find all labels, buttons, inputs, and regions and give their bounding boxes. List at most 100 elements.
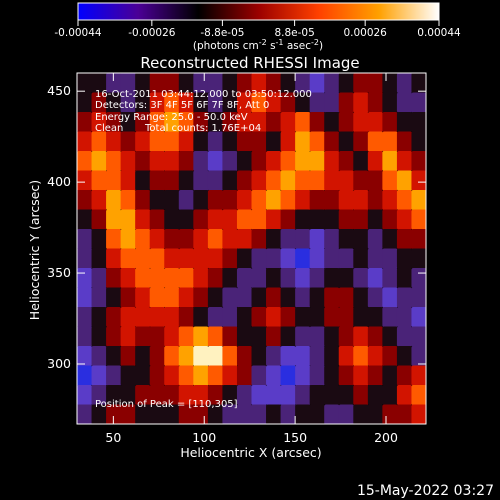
heatmap-cell [251, 92, 267, 113]
heatmap-cell [280, 190, 296, 211]
heatmap-cell [411, 92, 426, 113]
heatmap-cell [222, 131, 238, 152]
heatmap-cell [120, 268, 136, 289]
heatmap-cell [338, 170, 354, 191]
heatmap-cell [120, 92, 136, 113]
heatmap-cell [295, 385, 311, 406]
heatmap-cell [324, 365, 340, 386]
heatmap-cell [367, 209, 383, 230]
heatmap-cell [309, 404, 325, 424]
heatmap-cell [353, 404, 369, 424]
heatmap-cell [382, 112, 398, 133]
heatmap-cell [367, 131, 383, 152]
heatmap-cell [338, 229, 354, 250]
heatmap-cell [149, 209, 165, 230]
heatmap-cell [251, 170, 267, 191]
heatmap-cell [149, 248, 165, 269]
heatmap-cell [353, 248, 369, 269]
heatmap-cell [396, 346, 413, 367]
heatmap-cell [266, 268, 282, 289]
heatmap-cell [295, 190, 311, 211]
heatmap-cell [207, 287, 224, 308]
heatmap-cell [324, 404, 340, 424]
heatmap-cell [193, 92, 209, 113]
heatmap-cell [396, 151, 413, 172]
heatmap-cell [382, 151, 398, 172]
heatmap-cell [280, 151, 296, 172]
heatmap-cell [353, 268, 369, 289]
heatmap-cell [251, 73, 267, 94]
heatmap-cell [396, 92, 413, 113]
heatmap-cell [106, 268, 122, 289]
heatmap-cell [207, 170, 224, 191]
heatmap-cell [236, 385, 253, 406]
heatmap-cell [367, 287, 383, 308]
colorbar-tick-label: 8.8e-05 [274, 27, 314, 39]
heatmap-cell [236, 326, 253, 347]
heatmap-cell [91, 73, 107, 94]
heatmap-cell [120, 229, 136, 250]
heatmap-cell [222, 365, 238, 386]
heatmap-cell [106, 92, 122, 113]
heatmap-cell [353, 131, 369, 152]
heatmap-cell [295, 248, 311, 269]
heatmap-cell [396, 229, 413, 250]
heatmap-cell [236, 307, 253, 328]
heatmap-cell [338, 92, 354, 113]
heatmap-cell [178, 307, 194, 328]
heatmap-cell [135, 190, 151, 211]
heatmap-cell [149, 229, 165, 250]
heatmap-cell [396, 287, 413, 308]
heatmap-cell [135, 73, 151, 94]
x-axis-label: Heliocentric X (arcsec) [180, 445, 321, 460]
heatmap-cell [178, 365, 194, 386]
colorbar-tick-label: -0.00026 [128, 27, 176, 39]
colorbar: -0.00044 -0.00026 -8.8e-05 8.8e-05 0.00026 0.… [54, 2, 461, 52]
heatmap-cell [164, 287, 180, 308]
heatmap-cell [91, 307, 107, 328]
heatmap-cell [280, 326, 296, 347]
heatmap-cell [280, 346, 296, 367]
heatmap-cell [207, 112, 224, 133]
heatmap-cell [91, 170, 107, 191]
info-overlay: 16-Oct-2011 03:44:12.000 to 03:50:12.000… [95, 89, 312, 410]
heatmap-cell [91, 268, 107, 289]
heatmap-cell [280, 404, 296, 424]
heatmap-cell [91, 190, 107, 211]
heatmap-cell [280, 307, 296, 328]
heatmap-cell [411, 170, 426, 191]
heatmap-cell [222, 385, 238, 406]
heatmap-cell [338, 151, 354, 172]
heatmap-cell [367, 346, 383, 367]
heatmap-cell [309, 365, 325, 386]
heatmap-cell [222, 190, 238, 211]
heatmap-cell [106, 307, 122, 328]
heatmap-cell [353, 229, 369, 250]
heatmap-cell [222, 170, 238, 191]
heatmap-cell [164, 346, 180, 367]
heatmap-cell [106, 131, 122, 152]
heatmap-cell [178, 268, 194, 289]
heatmap-cell [396, 248, 413, 269]
heatmap-cell [295, 326, 311, 347]
heatmap-cell [164, 92, 180, 113]
heatmap-cell [120, 190, 136, 211]
heatmap-cell [396, 326, 413, 347]
heatmap-cell [164, 190, 180, 211]
heatmap-cell [222, 287, 238, 308]
heatmap-cell [236, 365, 253, 386]
heatmap-cell [309, 248, 325, 269]
heatmap-cell [266, 190, 282, 211]
heatmap-cell [411, 326, 426, 347]
heatmap-cell [280, 209, 296, 230]
heatmap-cell [338, 404, 354, 424]
heatmap-cell [324, 131, 340, 152]
heatmap-cell [324, 307, 340, 328]
heatmap-cell [178, 112, 194, 133]
heatmap-cell [77, 73, 93, 94]
heatmap-cell [120, 326, 136, 347]
heatmap-cell [382, 248, 398, 269]
heatmap-cell [266, 170, 282, 191]
heatmap-cell [309, 229, 325, 250]
heatmap-cell [280, 170, 296, 191]
